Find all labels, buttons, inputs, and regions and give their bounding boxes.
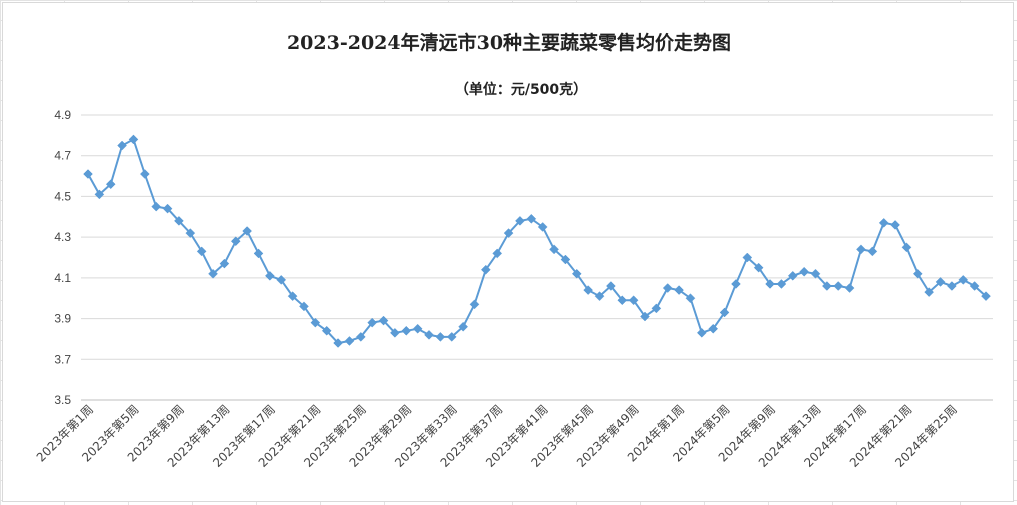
- data-point[interactable]: [594, 291, 605, 302]
- data-point[interactable]: [662, 283, 673, 293]
- data-point[interactable]: [628, 295, 639, 306]
- data-point[interactable]: [947, 281, 957, 291]
- data-point[interactable]: [844, 283, 855, 293]
- data-point[interactable]: [515, 216, 525, 226]
- y-axis-ticks: 3.5 3.7 3.9 4.1 4.3 4.5 4.7 4.9: [54, 108, 71, 407]
- data-point[interactable]: [981, 291, 991, 302]
- data-point[interactable]: [435, 332, 446, 342]
- y-tick-label: 4.3: [54, 230, 71, 244]
- data-point[interactable]: [105, 179, 116, 190]
- data-point[interactable]: [822, 281, 832, 291]
- y-tick-label: 4.1: [54, 271, 71, 285]
- data-point[interactable]: [265, 270, 275, 281]
- data-point[interactable]: [242, 226, 252, 236]
- data-point[interactable]: [708, 323, 719, 334]
- data-point[interactable]: [924, 287, 935, 297]
- data-point[interactable]: [94, 189, 105, 200]
- data-point[interactable]: [958, 275, 969, 285]
- gridlines: [81, 114, 993, 401]
- data-point[interactable]: [571, 268, 582, 279]
- data-point[interactable]: [424, 330, 434, 340]
- data-point[interactable]: [674, 285, 684, 295]
- data-point[interactable]: [765, 279, 775, 289]
- data-point[interactable]: [833, 281, 844, 291]
- data-point[interactable]: [299, 301, 309, 312]
- data-point[interactable]: [333, 338, 343, 348]
- data-point[interactable]: [878, 218, 889, 228]
- data-point[interactable]: [969, 281, 980, 291]
- data-point[interactable]: [344, 336, 355, 346]
- data-point[interactable]: [537, 222, 548, 232]
- y-tick-label: 4.5: [54, 189, 71, 203]
- data-point[interactable]: [151, 201, 162, 212]
- data-point[interactable]: [912, 268, 923, 279]
- data-point[interactable]: [503, 228, 514, 238]
- y-tick-label: 3.5: [54, 393, 71, 407]
- data-point[interactable]: [560, 254, 571, 265]
- data-point[interactable]: [901, 242, 912, 253]
- data-point[interactable]: [139, 169, 150, 179]
- data-point[interactable]: [390, 327, 400, 338]
- series: [83, 134, 991, 348]
- data-point[interactable]: [185, 228, 196, 238]
- data-point[interactable]: [276, 275, 287, 285]
- chart-title: 2023-2024年清远市30种主要蔬菜零售均价走势图: [287, 31, 731, 54]
- data-point[interactable]: [810, 268, 821, 279]
- data-point[interactable]: [685, 293, 696, 304]
- data-point[interactable]: [719, 307, 730, 318]
- data-point[interactable]: [83, 169, 93, 179]
- data-point[interactable]: [446, 332, 457, 342]
- data-point[interactable]: [799, 266, 809, 277]
- data-point[interactable]: [651, 303, 662, 314]
- data-point[interactable]: [935, 277, 946, 287]
- data-point[interactable]: [469, 299, 480, 310]
- data-point[interactable]: [412, 323, 423, 334]
- data-point[interactable]: [856, 244, 866, 255]
- series-line: [87, 137, 987, 345]
- data-point[interactable]: [606, 281, 616, 291]
- chart-subtitle: （单位：元/500克）: [455, 81, 587, 98]
- data-point[interactable]: [890, 220, 900, 230]
- data-point[interactable]: [776, 279, 787, 289]
- data-point[interactable]: [321, 325, 332, 336]
- data-point[interactable]: [867, 246, 878, 257]
- data-point[interactable]: [549, 244, 559, 255]
- y-tick-label: 3.7: [54, 352, 71, 366]
- data-point[interactable]: [526, 213, 537, 224]
- data-point[interactable]: [367, 317, 378, 328]
- data-point[interactable]: [253, 248, 264, 259]
- data-point[interactable]: [378, 315, 389, 326]
- data-point[interactable]: [162, 203, 173, 214]
- y-tick-label: 4.9: [54, 108, 71, 122]
- data-point[interactable]: [117, 140, 127, 151]
- x-axis-ticks: 2023年第1周2023年第5周2023年第9周2023年第13周2023年第1…: [34, 402, 960, 470]
- data-point[interactable]: [787, 270, 798, 281]
- data-point[interactable]: [480, 264, 491, 275]
- data-point[interactable]: [128, 134, 139, 145]
- data-point[interactable]: [583, 285, 594, 295]
- data-point[interactable]: [219, 258, 230, 269]
- data-point[interactable]: [287, 291, 298, 302]
- data-point[interactable]: [208, 268, 218, 279]
- data-point[interactable]: [753, 262, 764, 273]
- y-tick-label: 3.9: [54, 312, 71, 326]
- data-point[interactable]: [492, 248, 503, 259]
- data-point[interactable]: [696, 327, 707, 338]
- data-point[interactable]: [617, 295, 628, 306]
- data-point[interactable]: [742, 252, 753, 263]
- data-point[interactable]: [230, 236, 241, 247]
- data-point[interactable]: [310, 317, 321, 328]
- data-point[interactable]: [640, 311, 650, 322]
- data-point[interactable]: [731, 279, 741, 289]
- data-point[interactable]: [458, 321, 468, 332]
- data-point[interactable]: [355, 332, 366, 342]
- data-point[interactable]: [401, 325, 412, 336]
- data-point[interactable]: [174, 216, 184, 226]
- y-tick-label: 4.7: [54, 149, 71, 163]
- data-point[interactable]: [196, 246, 207, 257]
